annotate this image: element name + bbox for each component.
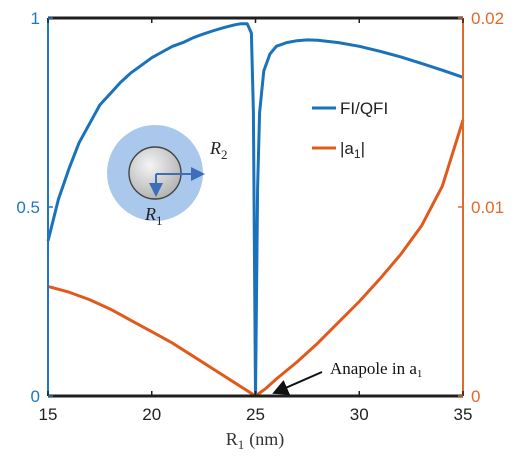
legend: FI/QFI |a1| <box>312 99 388 161</box>
x-tick-label-2: 25 <box>246 405 265 424</box>
right-tick-label-1: 0.01 <box>471 198 504 217</box>
x-tick-label-1: 20 <box>142 405 161 424</box>
anapole-arrow <box>272 371 323 395</box>
right-tick-label-0: 0 <box>471 387 480 406</box>
inset-r2-main: R <box>209 138 221 158</box>
x-tick-label-3: 30 <box>350 405 369 424</box>
inset-r1-sub: 1 <box>156 213 163 228</box>
right-tick-label-2: 0.02 <box>471 9 504 28</box>
legend-label-fi: FI/QFI <box>340 99 388 118</box>
inset-r2-sub: 2 <box>221 147 228 162</box>
left-tick-label-2: 1 <box>31 9 40 28</box>
inset-r2-label: R2 <box>209 138 228 162</box>
x-axis-label-sub: 1 <box>238 437 245 452</box>
x-axis-label-main: R <box>226 429 238 449</box>
inset-sphere-diagram: R2 R1 <box>107 125 228 228</box>
x-axis-label-unit: (nm) <box>249 429 284 450</box>
left-tick-label-1: 0.5 <box>16 198 40 217</box>
inset-r1-main: R <box>144 204 156 224</box>
anapole-annotation: Anapole in a1 <box>272 359 422 395</box>
x-tick-label-4: 35 <box>454 405 473 424</box>
legend-label-a1-sub: 1 <box>354 147 361 161</box>
anapole-label-sub: 1 <box>417 368 423 380</box>
anapole-label-main: Anapole in a <box>330 359 417 378</box>
anapole-label: Anapole in a1 <box>330 359 422 380</box>
left-tick-label-0: 0 <box>31 387 40 406</box>
x-tick-label-0: 15 <box>39 405 58 424</box>
inset-r1-label: R1 <box>144 204 163 228</box>
x-axis-label: R1 (nm) <box>226 429 285 452</box>
legend-label-a1: |a1| <box>340 139 365 161</box>
series-line-fi-qfi <box>46 22 464 398</box>
legend-label-a1-suffix: | <box>361 139 365 158</box>
legend-label-a1-prefix: |a <box>340 139 354 158</box>
